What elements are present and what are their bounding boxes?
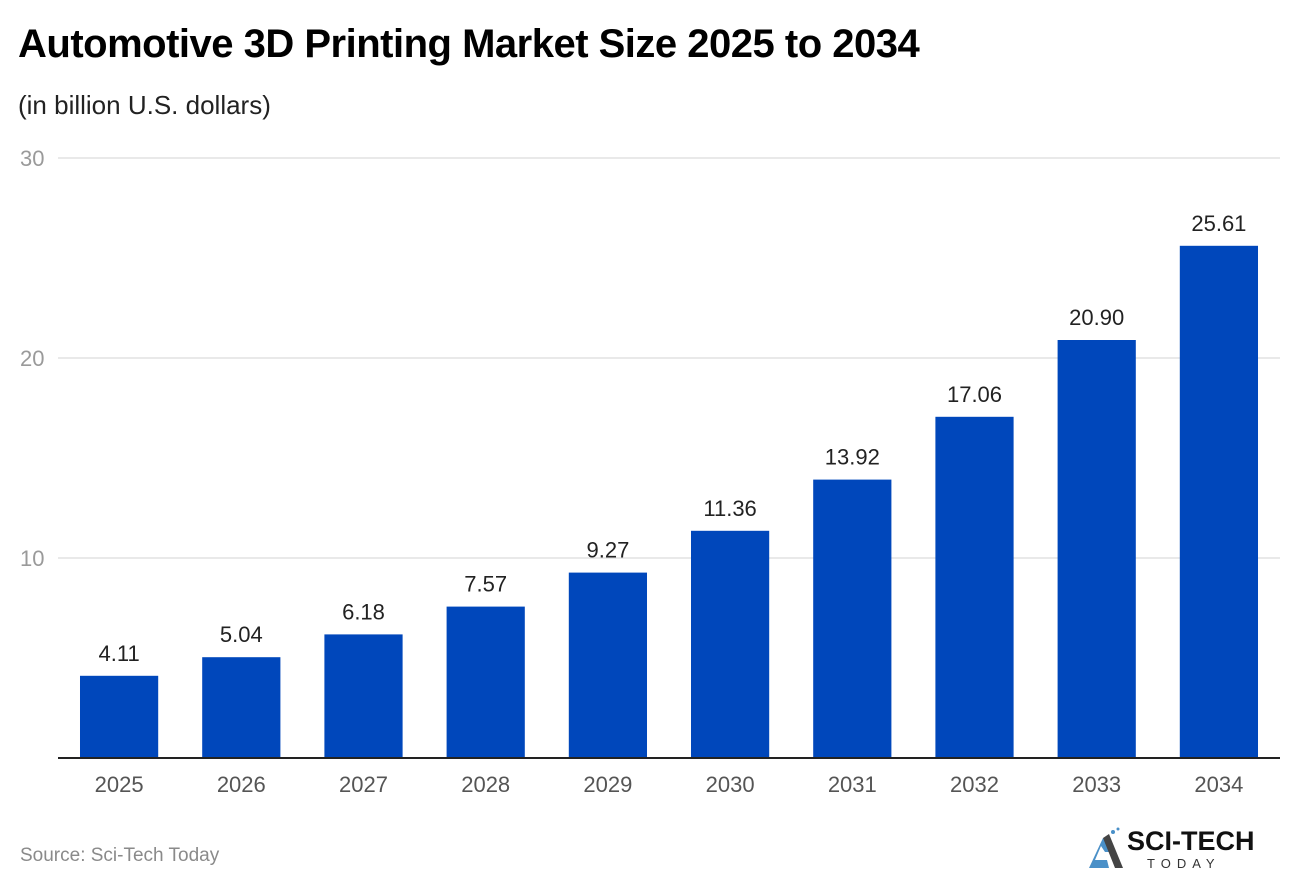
x-tick-labels: 2025 2026 2027 2028 2029 2030 2031 2032 2033 2034 (95, 772, 1244, 797)
x-tick-label: 2031 (828, 772, 877, 797)
bar (935, 416, 1014, 758)
bar (202, 657, 281, 758)
chart-title: Automotive 3D Printing Market Size 2025 … (18, 22, 920, 66)
y-tick-label: 10 (20, 546, 44, 571)
sci-tech-today-logo: SCI-TECH TODAY (1085, 826, 1265, 872)
value-label: 4.11 (99, 641, 140, 666)
source-note: Source: Sci-Tech Today (20, 845, 220, 866)
value-label: 9.27 (586, 538, 629, 563)
x-tick-label: 2028 (461, 772, 510, 797)
value-label: 20.90 (1069, 305, 1124, 330)
value-label: 6.18 (342, 599, 385, 624)
value-labels: 4.11 5.04 6.18 7.57 9.27 11.36 13.92 17.06 20.90… (99, 211, 1247, 666)
x-tick-label: 2025 (95, 772, 144, 797)
bar (690, 530, 770, 758)
value-label: 11.36 (703, 496, 756, 521)
y-tick-label: 20 (20, 346, 44, 371)
bar (568, 572, 648, 758)
x-tick-label: 2026 (217, 772, 266, 797)
bar (1057, 340, 1136, 758)
x-tick-label: 2030 (706, 772, 755, 797)
x-tick-label: 2034 (1194, 772, 1243, 797)
bar (79, 675, 159, 758)
value-label: 25.61 (1191, 211, 1246, 236)
bar (324, 634, 403, 758)
x-tick-label: 2027 (339, 772, 388, 797)
value-label: 17.06 (947, 382, 1002, 407)
x-tick-label: 2033 (1072, 772, 1121, 797)
bar (446, 606, 525, 758)
logo-subtext: TODAY (1147, 856, 1221, 871)
x-tick-label: 2029 (583, 772, 632, 797)
logo-triangle-icon (1089, 827, 1123, 868)
y-tick-label: 30 (20, 146, 44, 171)
value-label: 5.04 (220, 622, 263, 647)
bar (813, 479, 892, 758)
value-label: 7.57 (464, 572, 507, 597)
value-label: 13.92 (825, 445, 880, 470)
chart-subtitle: (in billion U.S. dollars) (18, 90, 271, 120)
logo-text: SCI-TECH (1127, 826, 1255, 856)
x-tick-label: 2032 (950, 772, 999, 797)
bar (1179, 245, 1259, 759)
y-tick-labels: 10 20 30 (20, 146, 44, 571)
bars (79, 245, 1259, 759)
